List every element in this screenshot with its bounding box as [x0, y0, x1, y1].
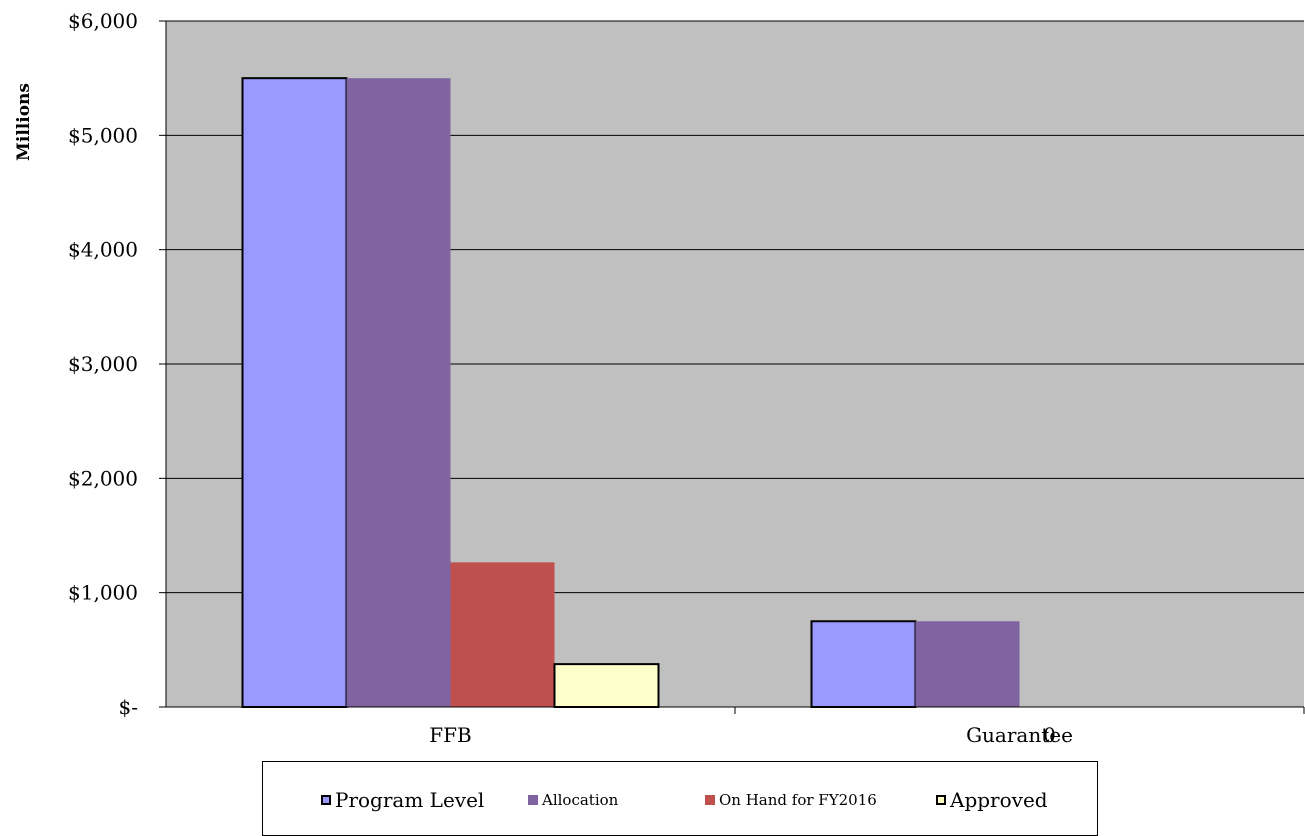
legend-label-allocation: Allocation: [542, 791, 619, 809]
x-tick-label: Guarantee: [966, 723, 1073, 747]
y-tick-label: $5,000: [68, 123, 138, 147]
bar-on-hand-for-fy2016-ffb: [450, 562, 555, 707]
y-tick-label: $6,000: [68, 9, 138, 33]
legend-swatch-allocation: [528, 795, 538, 805]
y-tick-label: $1,000: [68, 581, 138, 605]
bar-allocation-ffb: [346, 78, 451, 707]
y-tick-label: $3,000: [68, 352, 138, 376]
x-stray-label: 0: [1043, 723, 1056, 747]
legend-swatch-approved: [936, 795, 946, 805]
x-tick-label: FFB: [429, 723, 471, 747]
bar-allocation-guarantee: [915, 621, 1020, 707]
bar-approved-ffb: [553, 663, 660, 708]
legend-item-on-hand: On Hand for FY2016: [705, 791, 877, 809]
y-axis-label: Millions: [14, 83, 34, 161]
legend-label-approved: Approved: [950, 788, 1048, 812]
y-tick-label: $-: [119, 695, 138, 719]
legend-item-approved: Approved: [936, 788, 1048, 812]
legend-item-program-level: Program Level: [321, 788, 484, 812]
legend-swatch-program-level: [321, 795, 331, 805]
legend-label-on-hand: On Hand for FY2016: [719, 791, 877, 809]
legend-label-program-level: Program Level: [335, 788, 485, 812]
legend-item-allocation: Allocation: [528, 791, 618, 809]
bar-program-level-guarantee: [810, 620, 917, 708]
legend-swatch-on-hand: [705, 795, 715, 805]
y-tick-label: $2,000: [68, 466, 138, 490]
y-tick-label: $4,000: [68, 238, 138, 262]
bar-program-level-ffb: [241, 77, 348, 708]
legend: Program Level Allocation On Hand for FY2…: [262, 761, 1098, 836]
